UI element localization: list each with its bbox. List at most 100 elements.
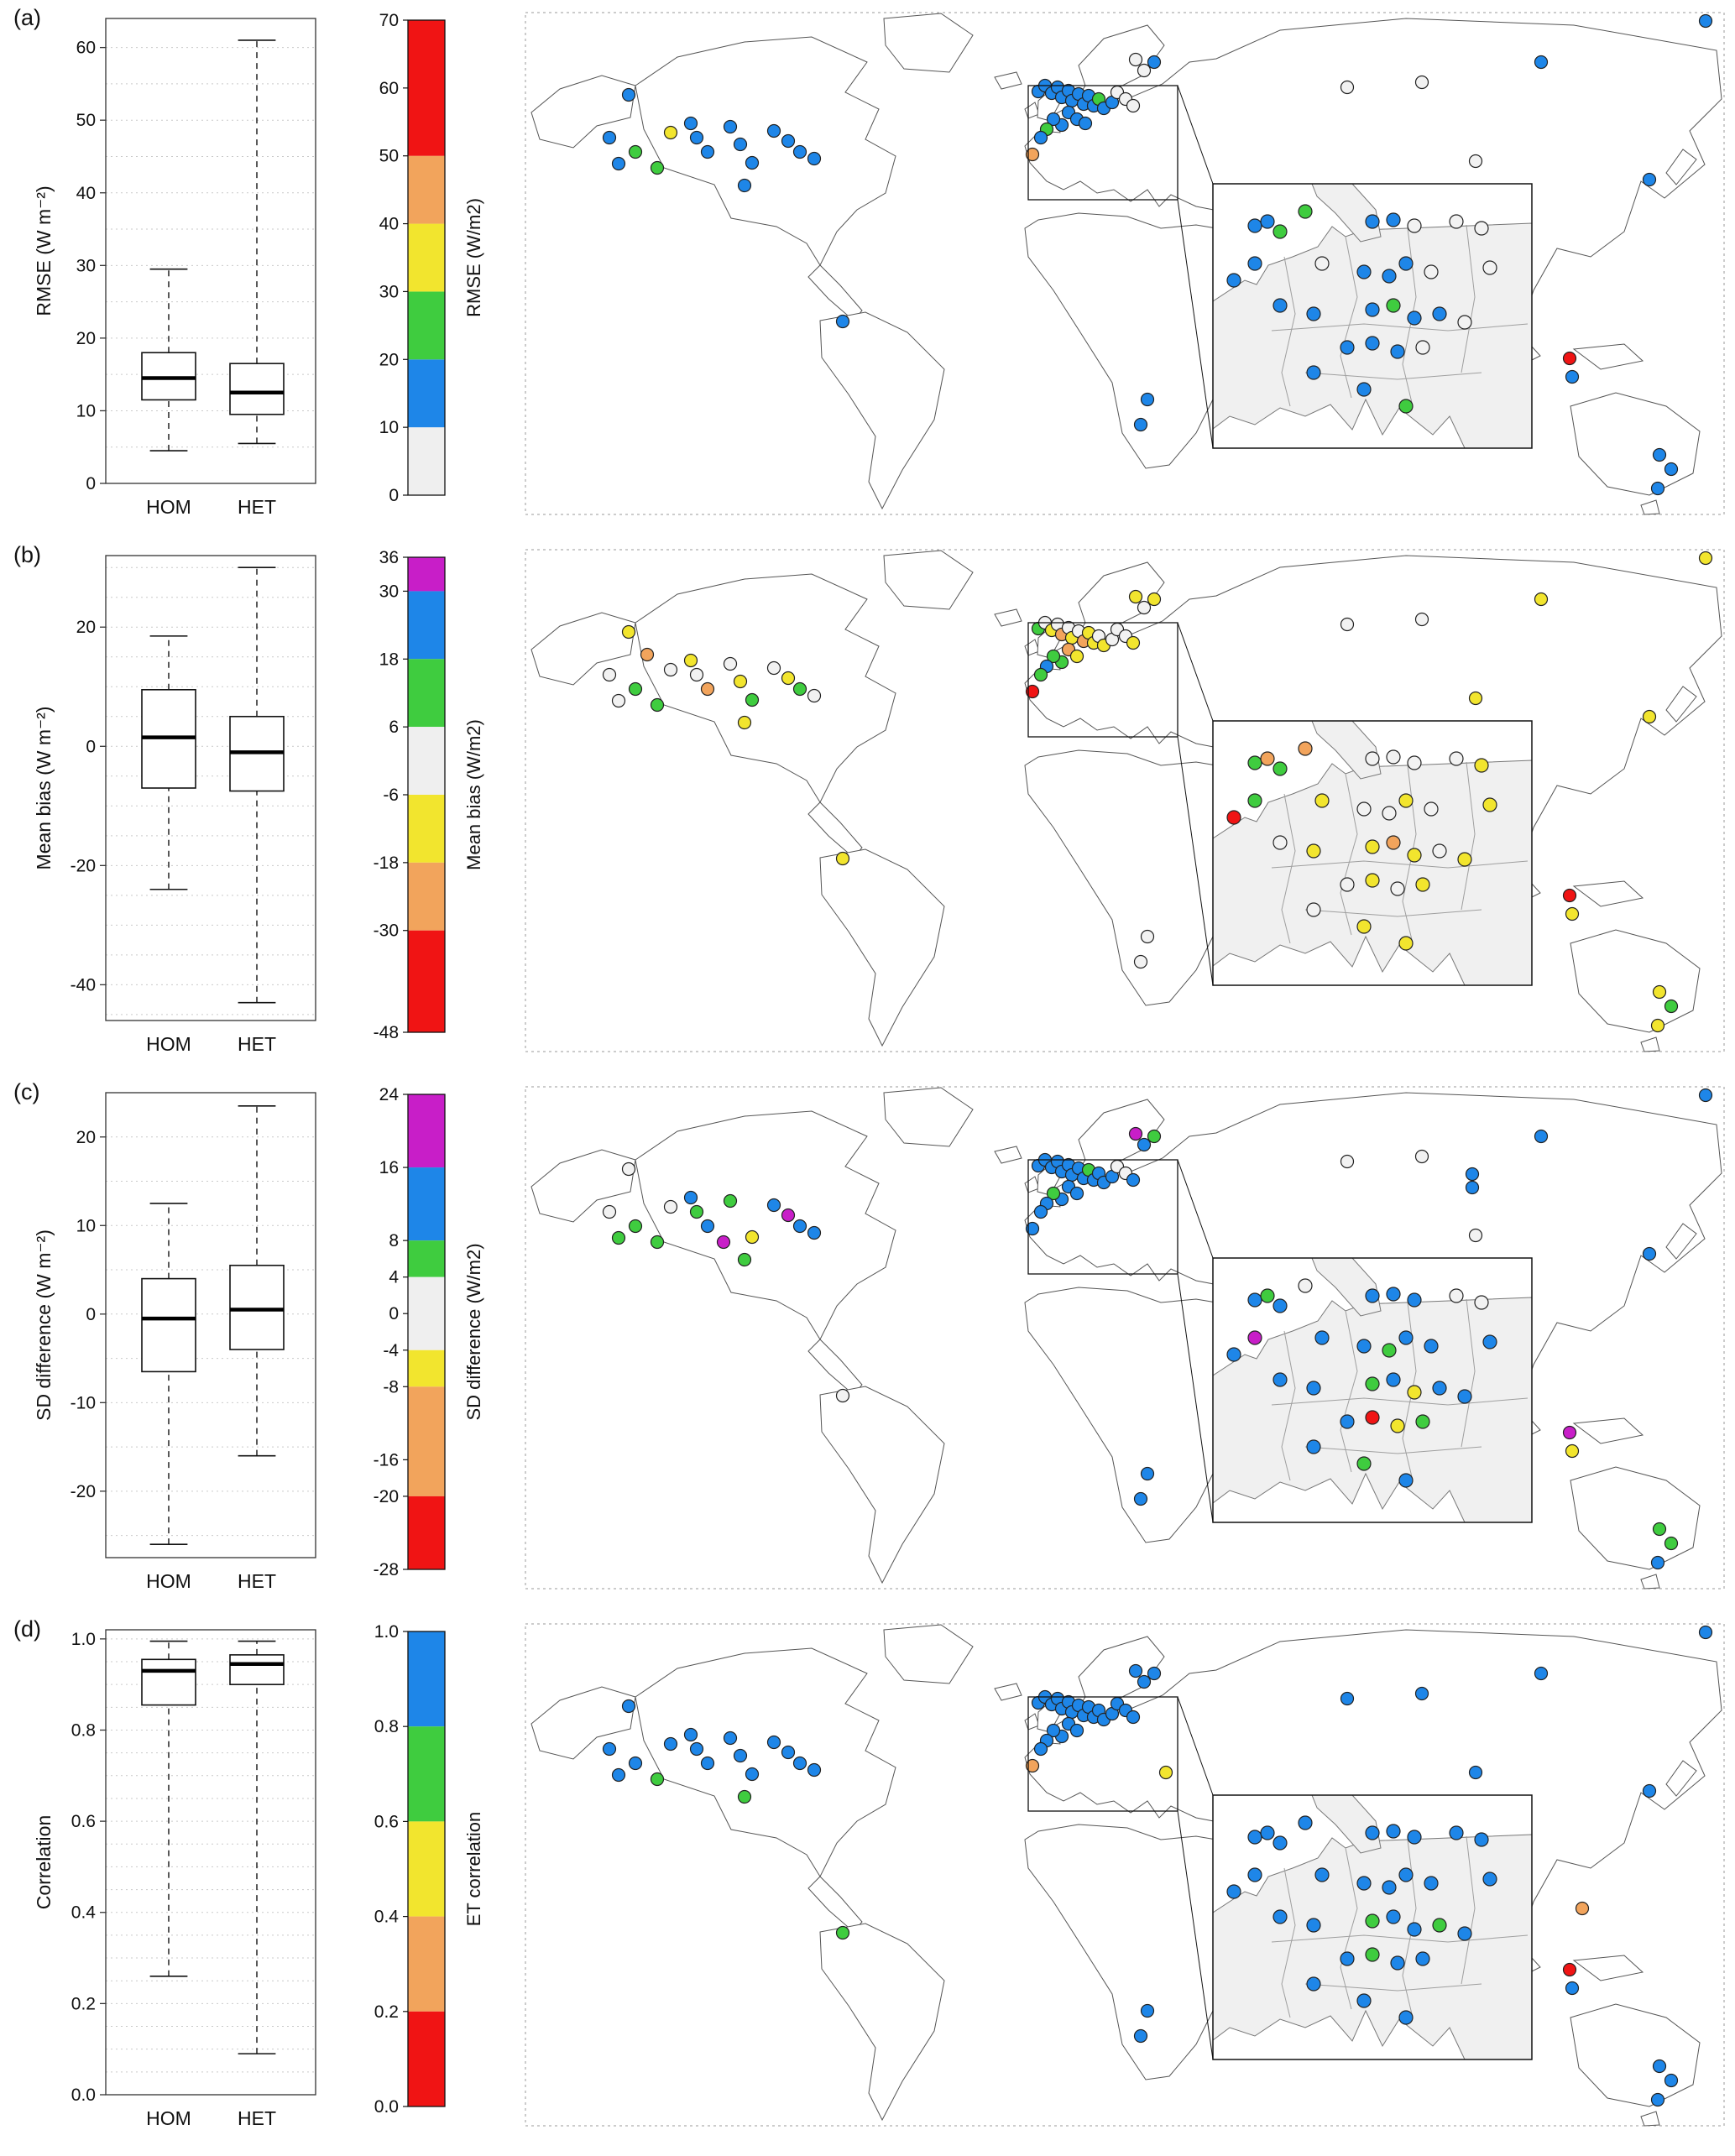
map-d: [525, 1623, 1725, 2131]
panel-d: (d) 0.0 0.2 0.4 0.6 0.8 1.0 Correlation HOM HET …: [0, 1611, 1735, 2148]
svg-text:RMSE (W m⁻²): RMSE (W m⁻²): [33, 185, 55, 316]
svg-text:0: 0: [86, 737, 96, 756]
svg-text:0.0: 0.0: [374, 2097, 399, 2117]
svg-text:10: 10: [76, 401, 96, 420]
svg-text:20: 20: [76, 329, 96, 348]
svg-text:70: 70: [379, 11, 399, 30]
svg-text:Mean bias (W/m2): Mean bias (W/m2): [463, 719, 484, 870]
panel-label-b: (b): [13, 542, 41, 567]
colorbar-a: 0 10 20 30 40 50 60 70 RMSE (W/m2): [324, 3, 521, 545]
svg-text:Correlation: Correlation: [33, 1815, 55, 1910]
svg-text:-30: -30: [374, 921, 399, 941]
svg-text:-20: -20: [71, 1482, 96, 1501]
svg-text:1.0: 1.0: [71, 1630, 96, 1649]
svg-text:0.2: 0.2: [71, 1994, 96, 2013]
svg-text:HET: HET: [238, 2107, 276, 2129]
svg-text:60: 60: [76, 39, 96, 58]
svg-text:SD difference (W m⁻²): SD difference (W m⁻²): [33, 1229, 55, 1421]
svg-text:RMSE (W/m2): RMSE (W/m2): [463, 198, 484, 317]
svg-text:1.0: 1.0: [374, 1622, 399, 1642]
colorbar-svg: 36 30 18 6 -6 -18 -30 -48 Mean bias (W/m2): [374, 548, 484, 1042]
svg-text:ET correlation: ET correlation: [463, 1812, 484, 1927]
svg-text:30: 30: [379, 282, 399, 301]
svg-text:0.2: 0.2: [374, 2002, 399, 2022]
colorbar-svg: 1.0 0.8 0.6 0.4 0.2 0.0 ET correlation: [374, 1622, 484, 2117]
svg-text:HET: HET: [238, 1570, 276, 1592]
svg-text:60: 60: [379, 79, 399, 98]
svg-text:-40: -40: [71, 975, 96, 994]
svg-text:0: 0: [86, 1305, 96, 1324]
svg-text:0.6: 0.6: [374, 1812, 399, 1831]
colorbar-svg: 24 16 8 4 0 -4 -8 -16 -20 -28 SD difference (W/m2): [374, 1085, 484, 1579]
svg-text:16: 16: [379, 1158, 399, 1177]
boxplot-svg: 0.0 0.2 0.4 0.6 0.8 1.0 Correlation HOM HET: [33, 1629, 316, 2129]
svg-text:24: 24: [379, 1085, 400, 1104]
panel-c: (c) -20 -10 0 10 20 SD difference (W m⁻²) HOM H…: [0, 1074, 1735, 1611]
svg-text:30: 30: [379, 582, 399, 601]
svg-text:HET: HET: [238, 1033, 276, 1055]
svg-text:20: 20: [379, 350, 399, 369]
svg-text:0.0: 0.0: [71, 2086, 96, 2105]
svg-text:10: 10: [379, 418, 399, 437]
svg-text:36: 36: [379, 548, 399, 567]
europe-inset: [1212, 1257, 1533, 1523]
svg-text:40: 40: [76, 184, 96, 203]
svg-text:-8: -8: [383, 1377, 399, 1396]
svg-text:20: 20: [76, 1128, 96, 1147]
svg-text:HOM: HOM: [146, 496, 191, 518]
svg-text:50: 50: [379, 147, 399, 166]
svg-text:-6: -6: [383, 786, 399, 805]
svg-text:-20: -20: [71, 856, 96, 875]
svg-text:18: 18: [379, 650, 399, 669]
svg-text:0.4: 0.4: [71, 1903, 97, 1923]
boxplot-d: 0.0 0.2 0.4 0.6 0.8 1.0 Correlation HOM HET: [29, 1615, 324, 2156]
europe-inset: [1212, 1794, 1533, 2060]
svg-text:0: 0: [389, 486, 399, 505]
svg-text:HOM: HOM: [146, 1033, 191, 1055]
world-map-svg: [525, 549, 1725, 1052]
boxplot-a: 0 10 20 30 40 50 60 RMSE (W m⁻²) HOM HET: [29, 3, 324, 545]
svg-text:HOM: HOM: [146, 2107, 191, 2129]
map-b: [525, 549, 1725, 1057]
panel-b: (b) -40 -20 0 20 Mean bias (W m⁻²) HOM HET 36 3…: [0, 537, 1735, 1074]
svg-text:-10: -10: [71, 1393, 96, 1412]
svg-text:0: 0: [389, 1304, 399, 1323]
svg-text:4: 4: [389, 1268, 399, 1287]
boxplot-svg: 0 10 20 30 40 50 60 RMSE (W m⁻²) HOM HET: [33, 18, 316, 518]
boxplot-svg: -40 -20 0 20 Mean bias (W m⁻²) HOM HET: [33, 555, 316, 1055]
boxplot-b: -40 -20 0 20 Mean bias (W m⁻²) HOM HET: [29, 540, 324, 1082]
svg-text:40: 40: [379, 215, 399, 234]
boxplot-c: -20 -10 0 10 20 SD difference (W m⁻²) HOM HET: [29, 1078, 324, 1619]
svg-text:30: 30: [76, 256, 96, 275]
svg-text:SD difference (W/m2): SD difference (W/m2): [463, 1243, 484, 1420]
map-c: [525, 1086, 1725, 1594]
svg-text:0.6: 0.6: [71, 1812, 96, 1831]
svg-text:20: 20: [76, 618, 96, 637]
panel-a: (a) 0 10 20 30 40 50 60 RMSE (W m⁻²) HOM HET 0 10 2…: [0, 0, 1735, 537]
svg-text:0: 0: [86, 474, 96, 493]
svg-text:10: 10: [76, 1216, 96, 1235]
svg-text:-48: -48: [374, 1023, 399, 1042]
svg-text:0.4: 0.4: [374, 1908, 400, 1927]
svg-text:0.8: 0.8: [71, 1720, 96, 1740]
svg-text:-16: -16: [374, 1450, 399, 1470]
svg-text:8: 8: [389, 1231, 399, 1250]
svg-text:HOM: HOM: [146, 1570, 191, 1592]
colorbar-b: 36 30 18 6 -6 -18 -30 -48 Mean bias (W/m2): [324, 540, 521, 1082]
svg-text:-20: -20: [374, 1487, 399, 1506]
world-map-svg: [525, 1623, 1725, 2127]
svg-text:Mean bias (W m⁻²): Mean bias (W m⁻²): [33, 707, 55, 870]
world-map-svg: [525, 1086, 1725, 1590]
panel-label-d: (d): [13, 1616, 41, 1642]
panel-label-c: (c): [13, 1079, 40, 1104]
europe-inset: [1212, 183, 1533, 449]
colorbar-c: 24 16 8 4 0 -4 -8 -16 -20 -28 SD difference (W/m2): [324, 1078, 521, 1619]
colorbar-d: 1.0 0.8 0.6 0.4 0.2 0.0 ET correlation: [324, 1615, 521, 2156]
panel-label-a: (a): [13, 5, 41, 30]
svg-text:-18: -18: [374, 854, 399, 873]
svg-text:6: 6: [389, 718, 399, 737]
world-map-svg: [525, 12, 1725, 515]
europe-inset: [1212, 720, 1533, 986]
svg-text:50: 50: [76, 111, 96, 130]
